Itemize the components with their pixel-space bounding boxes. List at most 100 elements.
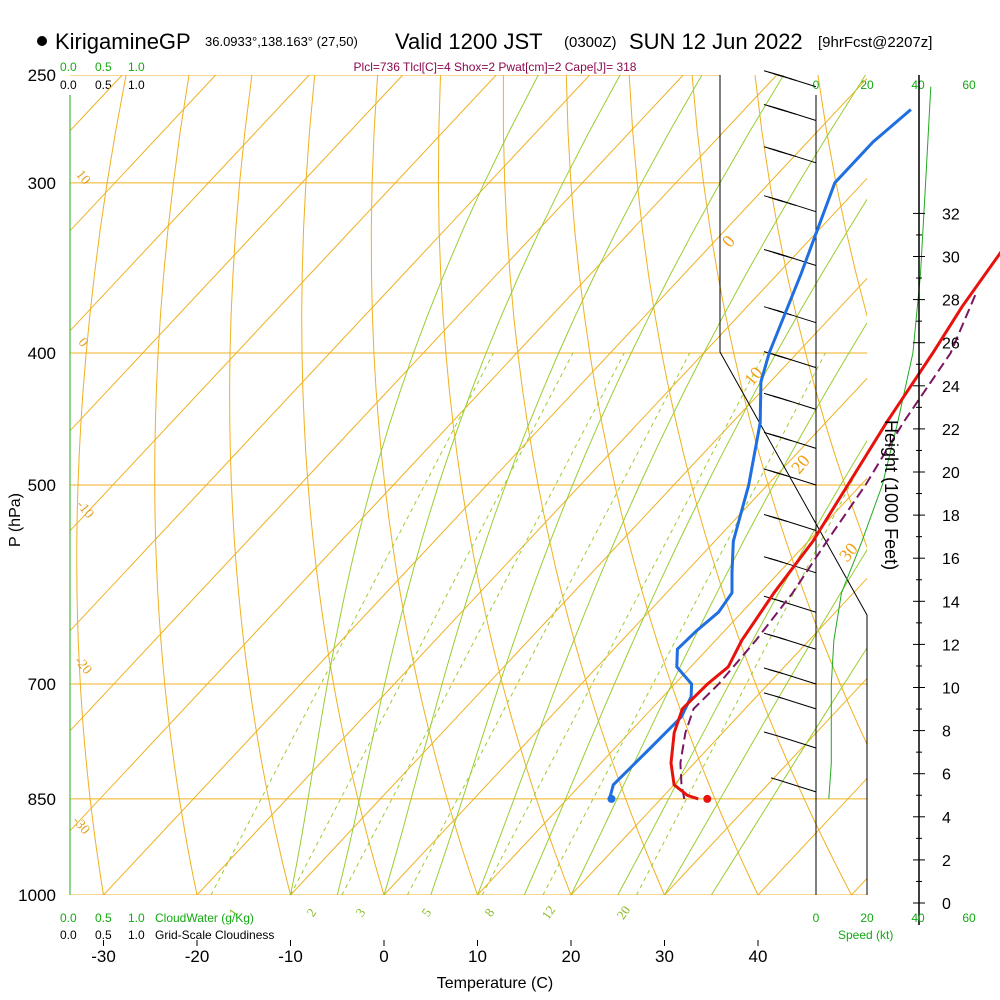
temperature-label-40: 40: [749, 947, 768, 966]
cloudiness-scale-bottom-0: 0.0: [60, 928, 77, 942]
height-label-4: 4: [942, 810, 951, 827]
temperature-label--10: -10: [278, 947, 303, 966]
wind-barb-half-flag: [779, 561, 788, 565]
moist-adiabat-30: [664, 549, 867, 895]
mixing-ratio-line-20: [636, 451, 867, 895]
isotherm--60: [70, 75, 591, 632]
valid-date: SUN 12 Jun 2022: [629, 29, 803, 54]
mixing-ratio-line-1: [210, 352, 494, 895]
speed-scale-bottom-0: 0: [813, 911, 820, 925]
pressure-label-850: 850: [28, 790, 56, 809]
wind-barb-staff: [777, 779, 817, 793]
isotherm--80: [70, 75, 404, 432]
wind-barb-flag: [772, 516, 788, 522]
wind-barb-730: [763, 692, 817, 710]
height-label-30: 30: [942, 250, 960, 267]
temperature-label-10: 10: [468, 947, 487, 966]
cloudiness-scale-bottom-1: 1.0: [128, 928, 145, 942]
wind-barb-flag: [763, 731, 779, 737]
mixing-ratio-line-12: [542, 352, 826, 895]
cloudwater-title: CloudWater (g/Kg): [155, 911, 254, 925]
moist-adiabat-35: [710, 647, 867, 895]
wind-barb-255: [763, 70, 817, 88]
wind-barb-flag: [777, 253, 792, 259]
wind-barb-half-flag: [789, 111, 797, 115]
height-label-10: 10: [942, 681, 960, 698]
surface-temperature-dot: [703, 794, 712, 803]
moist-adiabat-25: [617, 439, 867, 895]
height-label-20: 20: [942, 465, 960, 482]
wind-barb-staff: [777, 696, 817, 710]
temperature-axis-labels: -30 -20 -10 0 10 20 30 40: [91, 940, 767, 966]
isotherm--100: [70, 75, 217, 232]
diagram-background-lines: [70, 75, 867, 895]
mixing-ratio-line-3: [341, 352, 625, 895]
pressure-label-250: 250: [28, 66, 56, 85]
station-dot-icon: [37, 36, 47, 46]
dry-adiabat-30: [502, 75, 665, 895]
wind-barb-580: [763, 556, 817, 574]
wind-barb-half-flag: [789, 154, 797, 158]
isotherm--10: [290, 277, 867, 895]
dry-adiabat-50: [628, 75, 852, 895]
wind-speed-profile-line: [828, 86, 932, 799]
wind-barb-315: [763, 195, 817, 213]
cloudiness-scale-0: 0.0: [60, 78, 77, 92]
dewpoint-line: [608, 108, 912, 800]
temperature-label-0: 0: [379, 947, 388, 966]
moist-adiabat--10: [290, 75, 539, 895]
isotherm-10: [477, 477, 867, 895]
dry-adiabat--20: [154, 75, 198, 895]
pressure-axis-title: P (hPa): [7, 493, 24, 547]
cloudwater-scale-0-5: 0.5: [95, 60, 112, 74]
wind-barb-840: [770, 777, 817, 793]
wind-barb-flag: [772, 471, 788, 477]
cloudwater-scale-1: 1.0: [128, 60, 145, 74]
height-label-32: 32: [942, 206, 960, 223]
cloudwater-scale-bottom-0: 0.0: [60, 911, 77, 925]
mixing-ratio-line-2: [290, 352, 574, 895]
wind-barb-470: [763, 431, 817, 449]
moist-adiabat-15: [523, 198, 867, 895]
speed-scale-bottom-60: 60: [962, 911, 976, 925]
moist-adiabat-0: [383, 75, 703, 895]
cloudiness-scale-bottom-0-5: 0.5: [95, 928, 112, 942]
wind-barb-half-flag: [789, 202, 797, 206]
height-label-2: 2: [942, 853, 951, 870]
station-coords: 36.0933°,138.163° (27,50): [205, 34, 358, 49]
isotherm--40: [70, 75, 778, 832]
moist-adiabat-5: [430, 75, 785, 895]
temperature-label--30: -30: [91, 947, 116, 966]
wind-barb-270: [763, 104, 817, 121]
cloudwater-scale-bottom-1: 1.0: [128, 911, 145, 925]
wind-barb-half-flag: [770, 777, 779, 781]
height-label-26: 26: [942, 336, 960, 353]
wind-barb-flag: [777, 355, 792, 361]
wind-barb-half-flag: [775, 695, 783, 699]
height-label-24: 24: [942, 379, 960, 396]
mixing-ratio-line-5: [406, 352, 691, 895]
forecast-info: [9hrFcst@2207z]: [818, 34, 932, 51]
cloudiness-title: Grid-Scale Cloudiness: [155, 928, 274, 942]
moist-adiabat-20: [570, 321, 867, 895]
pressure-label-300: 300: [28, 174, 56, 193]
dry-adiabat--30: [76, 75, 127, 895]
wind-barb-410: [763, 351, 817, 369]
speed-scale-title: Speed (kt): [838, 928, 893, 942]
temperature-axis-title: Temperature (C): [437, 975, 553, 992]
wind-barb-345: [763, 249, 817, 266]
cloud-scale-top: 0.0 0.5 1.0 0.0 0.5 1.0: [60, 60, 145, 92]
speed-scale-bottom-20: 20: [860, 911, 874, 925]
wind-barb-540: [763, 514, 817, 531]
height-axis-title: Height (1000 Feet): [881, 420, 901, 570]
station-name: KirigamineGP: [55, 29, 191, 54]
isotherm--50: [70, 75, 684, 732]
moist-adiabat-10: [477, 75, 866, 895]
surface-dewpoint-dot: [607, 794, 616, 803]
valid-time: Valid 1200 JST: [395, 29, 543, 54]
dry-adiabat-40: [565, 75, 759, 895]
temperature-label-20: 20: [562, 947, 581, 966]
mixing-ratio-line-8: [481, 352, 765, 895]
cloudiness-scale-0-5: 0.5: [95, 78, 112, 92]
isotherm--20: [196, 177, 867, 895]
